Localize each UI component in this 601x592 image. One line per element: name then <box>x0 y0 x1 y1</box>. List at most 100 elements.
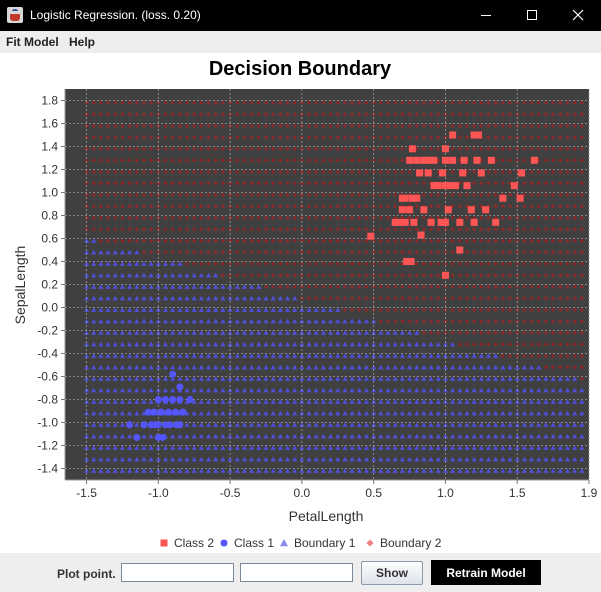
boundary-2-marker <box>522 215 527 220</box>
class-1-point <box>161 396 169 403</box>
boundary-2-marker <box>163 158 168 163</box>
boundary-2-marker <box>414 135 419 140</box>
boundary-1-marker <box>399 376 405 381</box>
class-2-point <box>417 231 425 239</box>
boundary-2-marker <box>299 238 305 243</box>
boundary-1-marker <box>241 307 248 312</box>
boundary-2-marker <box>349 169 355 174</box>
class-1-point <box>126 421 134 429</box>
boundary-1-marker <box>471 376 477 381</box>
boundary-2-marker <box>543 100 549 105</box>
boundary-1-marker <box>198 456 204 462</box>
class-2-point <box>470 218 478 226</box>
boundary-1-marker <box>127 272 133 278</box>
boundary-2-marker <box>177 215 183 220</box>
boundary-1-marker <box>371 445 377 450</box>
boundary-1-marker <box>119 272 126 278</box>
boundary-1-marker <box>141 272 147 278</box>
boundary-1-marker <box>392 422 398 427</box>
boundary-2-marker <box>479 112 484 117</box>
boundary-2-marker <box>249 169 254 174</box>
boundary-2-marker <box>407 319 412 324</box>
boundary-2-marker <box>414 250 419 255</box>
boundary-1-marker <box>162 272 169 278</box>
boundary-2-marker <box>105 135 111 140</box>
close-button[interactable] <box>555 0 601 31</box>
boundary-1-marker <box>112 249 118 255</box>
boundary-1-marker <box>550 445 556 450</box>
boundary-1-marker <box>148 284 154 289</box>
boundary-1-marker <box>134 353 140 358</box>
boundary-2-marker <box>292 135 297 140</box>
boundary-2-marker <box>156 181 161 186</box>
plot-point-x-input[interactable] <box>121 563 234 582</box>
boundary-1-marker <box>327 399 334 404</box>
boundary-1-marker <box>313 468 319 473</box>
retrain-model-button[interactable]: Retrain Model <box>431 560 541 585</box>
boundary-2-marker <box>84 158 89 163</box>
boundary-1-marker <box>284 318 291 324</box>
boundary-1-marker <box>378 387 384 393</box>
boundary-2-marker <box>522 204 527 209</box>
boundary-2-marker <box>579 112 585 117</box>
boundary-2-marker <box>536 238 541 243</box>
boundary-1-marker <box>270 341 276 347</box>
boundary-1-marker <box>256 330 262 335</box>
boundary-1-marker <box>320 307 327 312</box>
boundary-2-marker <box>457 296 462 301</box>
boundary-1-marker <box>220 456 226 462</box>
plot-point-y-input[interactable] <box>240 563 353 582</box>
boundary-2-marker <box>392 238 398 243</box>
boundary-2-marker <box>385 215 391 220</box>
boundary-1-marker <box>478 399 484 404</box>
show-button[interactable]: Show <box>361 561 423 585</box>
boundary-2-marker <box>572 296 577 301</box>
menu-help[interactable]: Help <box>69 35 96 49</box>
boundary-2-marker <box>148 100 154 105</box>
menu-fit-model[interactable]: Fit Model <box>6 35 59 49</box>
y-tick-label: 1.6 <box>41 117 58 131</box>
boundary-1-marker <box>392 364 398 370</box>
boundary-2-marker <box>522 146 527 151</box>
boundary-2-marker <box>479 284 484 289</box>
minimize-button[interactable] <box>463 0 509 31</box>
boundary-1-marker <box>442 364 449 370</box>
boundary-2-marker <box>335 284 340 289</box>
boundary-2-marker <box>572 192 577 197</box>
boundary-1-marker <box>478 433 484 439</box>
boundary-2-marker <box>543 112 549 117</box>
boundary-2-marker <box>335 273 340 278</box>
boundary-1-marker <box>335 433 341 439</box>
boundary-2-marker <box>235 192 240 197</box>
boundary-2-marker <box>357 158 362 163</box>
boundary-1-marker <box>134 387 140 393</box>
boundary-1-marker <box>514 433 520 439</box>
boundary-2-marker <box>457 238 462 243</box>
boundary-1-marker <box>234 295 240 301</box>
boundary-1-marker <box>306 445 312 450</box>
boundary-2-marker <box>314 135 319 140</box>
boundary-2-marker <box>400 307 405 312</box>
boundary-2-marker <box>371 261 376 266</box>
boundary-2-marker <box>500 284 506 289</box>
boundary-2-marker <box>148 204 154 209</box>
boundary-1-marker <box>141 261 147 266</box>
boundary-1-marker <box>320 376 327 381</box>
boundary-1-marker <box>177 307 183 312</box>
boundary-1-marker <box>141 433 147 439</box>
boundary-2-marker <box>127 146 132 151</box>
boundary-1-marker <box>421 353 427 358</box>
boundary-2-marker <box>558 181 563 186</box>
boundary-2-marker <box>572 158 577 163</box>
boundary-2-marker <box>213 135 218 140</box>
boundary-2-marker <box>213 169 218 174</box>
boundary-2-marker <box>421 319 427 324</box>
boundary-1-marker <box>177 341 183 347</box>
boundary-2-marker <box>249 227 254 232</box>
boundary-1-marker <box>277 410 283 416</box>
boundary-1-marker <box>284 399 291 404</box>
boundary-2-marker <box>579 135 585 140</box>
boundary-2-marker <box>558 365 563 370</box>
boundary-1-marker <box>450 353 456 358</box>
maximize-button[interactable] <box>509 0 555 31</box>
